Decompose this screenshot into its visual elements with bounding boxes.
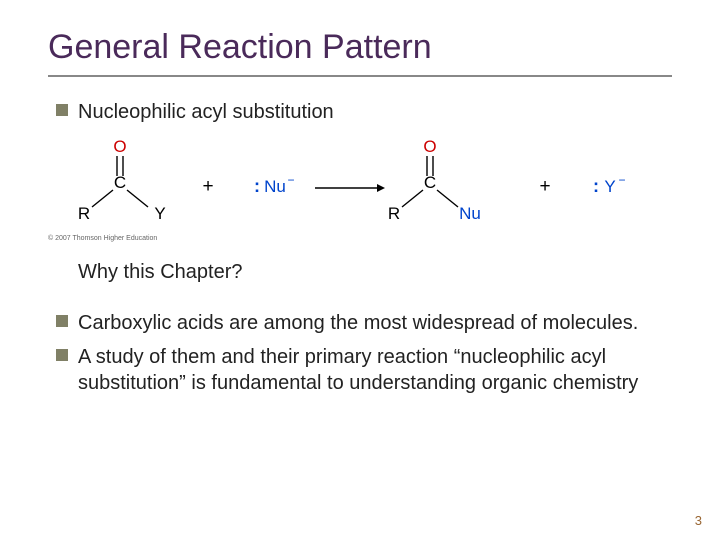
page-title: General Reaction Pattern <box>48 28 672 77</box>
svg-text:C: C <box>424 173 436 192</box>
svg-text:C: C <box>114 173 126 192</box>
svg-text:R: R <box>388 204 400 223</box>
svg-text:Nu: Nu <box>264 177 286 196</box>
svg-text:−: − <box>287 173 294 187</box>
bullet-square-icon <box>56 315 68 327</box>
bullet-item: Nucleophilic acyl substitution <box>48 99 672 125</box>
svg-text:−: − <box>618 173 625 187</box>
svg-text:Nu: Nu <box>459 204 481 223</box>
bullet-text: Nucleophilic acyl substitution <box>78 99 334 125</box>
bullet-square-icon <box>56 349 68 361</box>
section-heading: Why this Chapter? <box>48 261 672 284</box>
bullet-square-icon <box>56 104 68 116</box>
svg-text:+: + <box>539 176 550 197</box>
svg-text:R: R <box>78 204 90 223</box>
svg-text:Y: Y <box>604 177 615 196</box>
svg-text::: : <box>254 176 260 196</box>
chem-svg: OCRYOCRNu++:Nu−:Y− <box>48 133 672 243</box>
page-number: 3 <box>695 513 702 528</box>
svg-text:Y: Y <box>154 204 165 223</box>
slide-container: General Reaction Pattern Nucleophilic ac… <box>0 0 720 540</box>
copyright-text: © 2007 Thomson Higher Education <box>48 235 157 242</box>
chem-reaction-diagram: OCRYOCRNu++:Nu−:Y− <box>48 133 672 243</box>
svg-text:O: O <box>423 137 436 156</box>
svg-text::: : <box>593 176 599 196</box>
bullet-item: A study of them and their primary reacti… <box>48 344 672 396</box>
svg-text:O: O <box>113 137 126 156</box>
bullet-text: A study of them and their primary reacti… <box>78 344 672 396</box>
svg-text:+: + <box>202 176 213 197</box>
bullet-text: Carboxylic acids are among the most wide… <box>78 310 638 336</box>
bullet-item: Carboxylic acids are among the most wide… <box>48 310 672 336</box>
